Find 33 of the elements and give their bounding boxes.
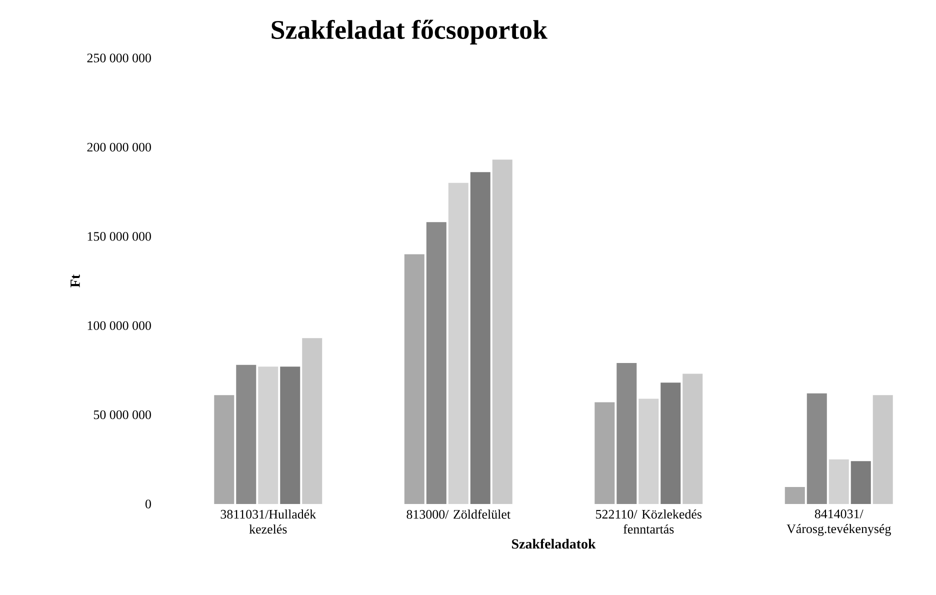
bar	[660, 382, 681, 504]
bar	[214, 395, 234, 504]
x-tick-label: 522110/ Közlekedés fenntartás	[596, 510, 702, 534]
bar	[236, 364, 256, 504]
y-tick-label: 0	[146, 500, 151, 508]
bar	[448, 182, 468, 504]
bar	[850, 461, 871, 504]
chart-title: Szakfeladat főcsoportok	[272, 20, 548, 44]
bar	[638, 398, 659, 504]
y-tick-label: 100 000 000	[88, 321, 151, 330]
bar	[302, 338, 322, 504]
x-tick-label: 813000/ Zöldfelület	[406, 510, 510, 519]
y-tick-label: 200 000 000	[87, 142, 151, 152]
x-axis-title: Szakfeladatok	[512, 538, 596, 549]
bar	[616, 363, 637, 504]
x-tick-label: 3811031/Hulladék kezelés	[220, 510, 316, 534]
bar	[594, 402, 615, 504]
bar	[426, 222, 446, 504]
y-tick-label: 250 000 000	[87, 54, 151, 62]
bar	[682, 374, 703, 504]
x-tick-label: 8414031/ Városg.tevékenység	[786, 510, 891, 536]
y-axis-title: Ft	[70, 274, 80, 288]
bar	[404, 254, 424, 504]
bar	[872, 395, 893, 504]
bar	[470, 172, 490, 504]
y-tick-label: 150 000 000	[88, 232, 151, 241]
bar	[280, 366, 300, 504]
bar	[806, 393, 827, 504]
bar	[492, 160, 512, 504]
bar	[784, 487, 805, 504]
bar	[258, 366, 278, 504]
bar	[828, 459, 849, 504]
y-tick-label: 50 000 000	[94, 410, 151, 420]
